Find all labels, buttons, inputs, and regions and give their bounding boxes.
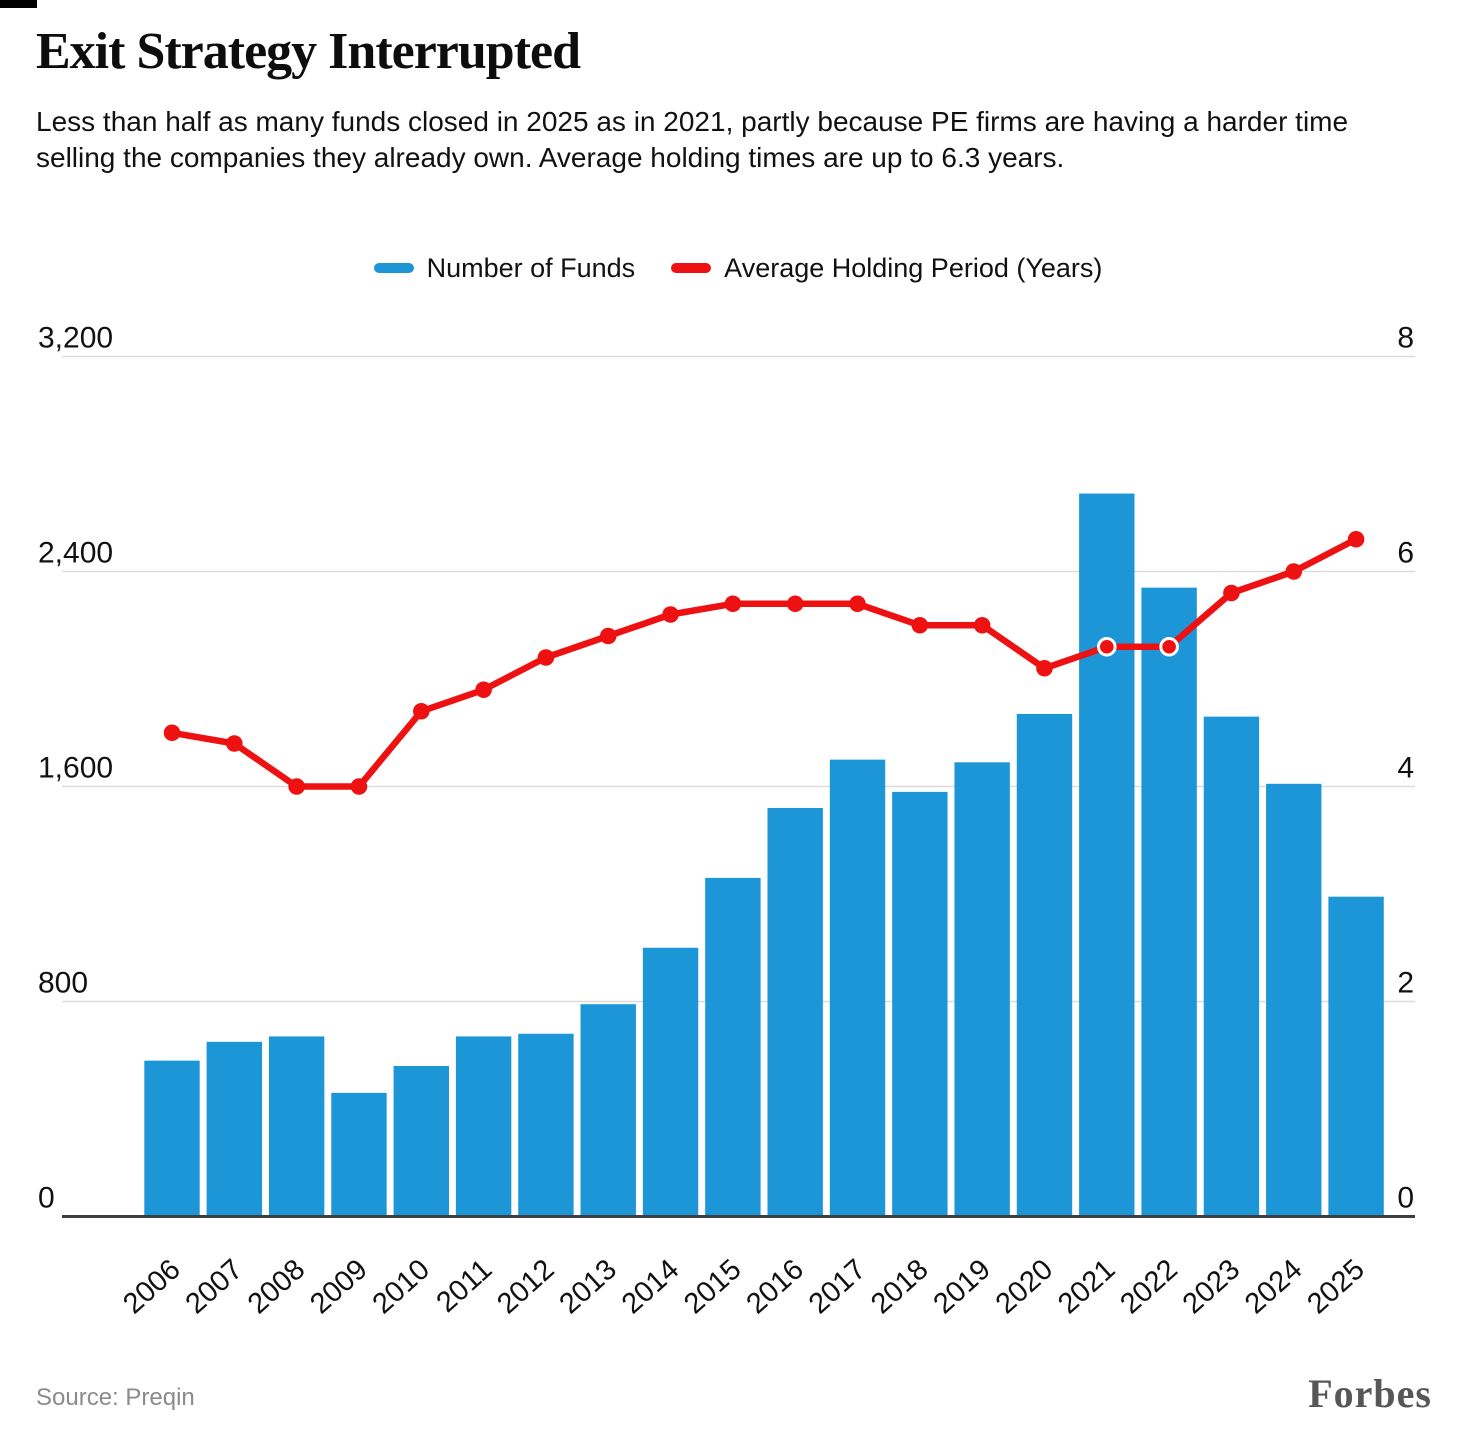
line-point-2015 [724,595,742,613]
y-axis-label-right: 2 [1397,967,1414,1000]
x-axis-label-2011: 2011 [431,1253,499,1319]
y-axis-label-left: 800 [38,967,88,1000]
line-point-2011 [475,681,492,699]
bar-2009 [331,1092,387,1217]
corner-accent-bar [0,0,37,8]
bar-2016 [767,808,823,1217]
line-point-2008 [288,778,305,795]
legend-label-funds: Number of Funds [426,252,636,283]
bar-2024 [1266,783,1322,1217]
legend-swatch-holding-period [671,263,712,273]
page-title: Exit Strategy Interrupted [36,23,581,80]
bar-2017 [829,759,886,1217]
x-axis-label-2008: 2008 [242,1253,311,1320]
y-axis-label-left: 2,400 [38,537,113,570]
source-credit: Source: Preqin [36,1384,195,1411]
line-point-2017 [849,595,866,613]
bar-2021 [1079,493,1135,1217]
legend-item-number-of-funds: Number of Funds [373,252,636,284]
line-point-2022 [1159,636,1179,657]
holding-period-line [168,536,1360,790]
line-point-2019 [973,616,991,634]
bar-2019 [954,762,1010,1217]
line-point-2014 [662,606,679,623]
y-axis-label-right: 4 [1397,752,1414,785]
x-axis-label-2024: 2024 [1239,1253,1308,1320]
x-axis-label-2013: 2013 [554,1253,623,1320]
legend-label-holding-period: Average Holding Period (Years) [724,252,1103,283]
bar-2020 [1016,713,1073,1217]
bar-2025 [1328,896,1384,1217]
x-axis-label-2009: 2009 [304,1253,373,1320]
x-axis-label-2018: 2018 [865,1253,934,1320]
x-axis-label-2017: 2017 [803,1253,872,1320]
y-axis-label-right: 8 [1397,322,1414,355]
x-axis-label-2012: 2012 [491,1253,560,1320]
bar-2008 [268,1036,325,1217]
line-point-2007 [226,735,243,752]
x-axis-label-2023: 2023 [1177,1253,1246,1320]
line-point-2018 [911,616,929,634]
x-axis-label-2014: 2014 [616,1253,685,1320]
line-point-2023 [1223,584,1240,602]
line-point-2021 [1097,636,1117,657]
line-point-2025 [1347,530,1365,548]
bar-2015 [705,877,761,1217]
legend-item-holding-period: Average Holding Period (Years) [671,253,1102,284]
line-point-2024 [1285,563,1303,580]
x-axis-label-2015: 2015 [678,1253,747,1320]
line-point-2016 [786,595,804,613]
y-axis-label-right: 0 [1397,1182,1414,1215]
forbes-logo: Forbes [1308,1371,1432,1416]
line-point-2020 [1036,659,1053,677]
bar-2011 [455,1036,512,1217]
y-axis-label-left: 3,200 [38,322,113,355]
bar-2013 [580,1004,636,1217]
x-axis-label-2019: 2019 [927,1253,996,1320]
legend: Number of Funds Average Holding Period (… [0,250,1476,286]
bar-2022 [1141,587,1197,1217]
y-axis-label-left: 1,600 [38,752,113,785]
bar-2006 [144,1060,200,1217]
chart-description: Less than half as many funds closed in 2… [36,106,1349,173]
line-point-2009 [350,778,368,795]
bar-2023 [1203,716,1260,1217]
x-axis-label-2021: 2021 [1052,1253,1121,1320]
line-point-2010 [412,702,430,720]
line-point-2013 [599,627,617,645]
x-axis-label-2022: 2022 [1114,1253,1183,1320]
legend-swatch-funds [373,263,414,273]
x-axis-label-2010: 2010 [367,1253,436,1320]
x-axis-label-2025: 2025 [1301,1253,1370,1320]
bar-2018 [892,791,948,1217]
x-axis-label-2006: 2006 [117,1253,186,1320]
bar-2007 [206,1041,263,1217]
bar-2012 [518,1033,574,1217]
x-axis-label-2020: 2020 [990,1253,1059,1320]
y-axis-label-left: 0 [38,1182,55,1215]
x-axis-label-2007: 2007 [180,1253,249,1320]
y-axis-label-right: 6 [1397,537,1414,570]
line-point-2012 [537,649,555,666]
bar-2010 [393,1066,449,1217]
bar-2014 [642,947,699,1217]
x-axis-label-2016: 2016 [741,1253,810,1320]
line-point-2006 [163,724,181,742]
